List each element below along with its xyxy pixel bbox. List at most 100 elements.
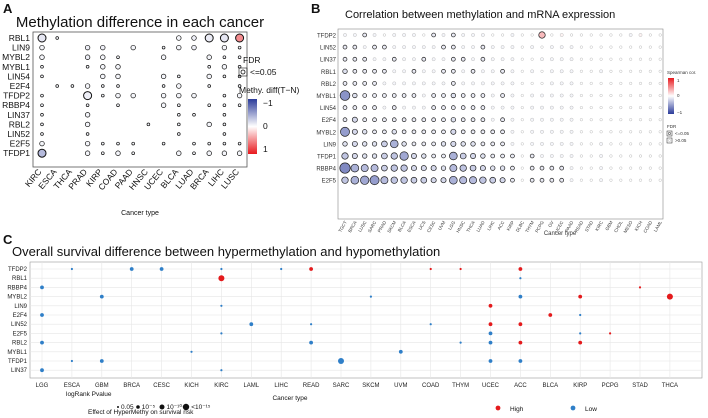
panel-c-dot: [459, 267, 462, 271]
panel-b-dot: [431, 93, 436, 98]
panel-a-dot: [177, 113, 181, 117]
panel-b-dot: [372, 105, 377, 110]
panel-b-fdr-ns-symbol: [668, 139, 671, 142]
panel-a-row-label: RBBP4: [2, 100, 30, 110]
panel-a-dot: [40, 113, 44, 117]
panel-a-xlabel: Cancer type: [121, 210, 159, 217]
panel-b-dot: [579, 154, 583, 158]
panel-b-dot: [480, 141, 486, 147]
panel-b-dot: [520, 154, 524, 158]
panel-b-dot: [510, 69, 515, 74]
panel-a-dot: [237, 55, 242, 59]
panel-b-dot: [510, 81, 515, 86]
panel-c-col-label: SARC: [333, 383, 350, 389]
panel-b-dot: [481, 33, 485, 37]
panel-c-dot: [190, 350, 193, 353]
panel-b-dot: [481, 69, 485, 74]
panel-b-dot: [629, 166, 633, 170]
panel-b-dot: [400, 176, 408, 184]
panel-b-dot: [421, 81, 426, 86]
panel-a-dot: [160, 92, 167, 99]
panel-b-dot: [352, 92, 358, 99]
panel-b-dot: [530, 105, 535, 110]
panel-b-dot: [460, 105, 466, 110]
panel-a-dot: [84, 150, 91, 156]
panel-b-dot: [539, 165, 545, 171]
panel-a-dot: [115, 92, 121, 99]
panel-b-dot: [510, 177, 515, 183]
panel-b-dot: [569, 69, 574, 74]
panel-b-dot: [520, 33, 524, 37]
panel-b-dot: [579, 118, 583, 122]
panel-b-dot: [549, 129, 554, 134]
panel-a-dot: [160, 54, 167, 60]
panel-b-dot: [638, 142, 643, 146]
panel-a-dot: [219, 33, 229, 43]
panel-c-row-label: TFDP2: [8, 267, 28, 273]
panel-a-row-label: LIN37: [7, 110, 30, 120]
panel-a-dot: [192, 141, 196, 146]
panel-b-dot: [351, 153, 358, 159]
panel-b-dot: [362, 117, 368, 123]
panel-b-dot: [520, 45, 524, 49]
panel-b-dot: [382, 129, 387, 135]
panel-b-col-label: COAD: [642, 219, 653, 233]
panel-c-dot: [488, 322, 493, 327]
panel-b-dot: [392, 45, 397, 49]
panel-b-col-label: UCEC: [554, 219, 565, 233]
panel-c-dot: [220, 369, 223, 372]
panel-c-dot: [518, 340, 523, 345]
panel-c-effect-title: Effect of HyperMethy on survival risk: [88, 409, 194, 416]
panel-b-dot: [599, 69, 603, 74]
panel-b-dot: [421, 45, 426, 49]
panel-b-dot: [343, 33, 347, 37]
panel-b-dot: [530, 117, 535, 122]
panel-b-plot-frame: [337, 28, 664, 220]
panel-c-dot: [40, 313, 44, 317]
panel-b-dot: [352, 56, 358, 62]
panel-a-dot: [177, 132, 181, 136]
panel-c-col-label: LAML: [243, 383, 259, 389]
panel-b-dot: [422, 33, 426, 37]
panel-b-dot: [559, 57, 564, 62]
panel-a-dot: [207, 103, 211, 107]
panel-b-dot: [530, 93, 535, 98]
panel-b-dot: [599, 130, 603, 134]
panel-b-dot: [599, 178, 603, 183]
panel-b-dot: [372, 57, 377, 62]
panel-a-letter: A: [3, 1, 13, 16]
panel-b-dot: [540, 45, 544, 49]
panel-b-col-label: KIRC: [594, 219, 604, 231]
panel-b-dot: [559, 117, 564, 122]
panel-b-dot: [638, 93, 643, 98]
panel-b-dot: [589, 166, 593, 170]
panel-b-dot: [402, 105, 406, 110]
panel-b-dot: [609, 69, 613, 73]
panel-b-col-label: SKCM: [386, 220, 397, 234]
panel-b-dot: [490, 129, 496, 135]
panel-a-dot: [84, 83, 91, 89]
panel-c-col-label: CESC: [153, 383, 170, 389]
panel-b-dot: [589, 81, 593, 85]
panel-a-dot: [237, 45, 242, 50]
panel-b-dot: [510, 142, 515, 146]
panel-b-dot: [599, 106, 603, 110]
panel-b-dot: [460, 129, 466, 135]
panel-b-dot: [559, 177, 565, 183]
panel-b-dot: [362, 105, 368, 110]
panel-b-colorbar: [668, 78, 674, 114]
panel-b-dot: [638, 154, 643, 158]
panel-a-row-label: MYBL2: [2, 52, 30, 62]
panel-b-dot: [539, 177, 545, 183]
panel-b-dot: [362, 32, 368, 38]
panel-b-col-label: LAML: [653, 220, 663, 233]
panel-a-dot: [116, 84, 120, 88]
panel-b-dot: [451, 44, 456, 50]
panel-a-dot: [101, 93, 105, 98]
panel-c-dot: [220, 332, 223, 335]
panel-a-dot: [84, 121, 91, 128]
panel-a-dot: [39, 54, 45, 60]
panel-a-dot: [222, 93, 227, 98]
panel-b-dot: [629, 118, 633, 122]
